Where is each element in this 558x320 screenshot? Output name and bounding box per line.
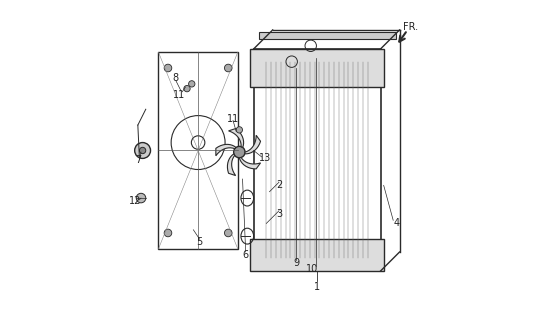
Text: 12: 12: [129, 196, 142, 206]
Text: 11: 11: [227, 114, 239, 124]
Circle shape: [189, 81, 195, 87]
Circle shape: [236, 127, 243, 133]
Text: 9: 9: [294, 258, 300, 268]
Circle shape: [136, 193, 146, 203]
Polygon shape: [228, 154, 235, 176]
Text: 6: 6: [243, 250, 249, 260]
Text: 7: 7: [134, 155, 141, 165]
Text: 3: 3: [276, 209, 282, 219]
Polygon shape: [229, 129, 244, 148]
Circle shape: [224, 229, 232, 237]
Bar: [251, 49, 384, 87]
Text: 2: 2: [276, 180, 282, 190]
Bar: [259, 32, 396, 39]
Text: 11: 11: [173, 90, 185, 100]
Circle shape: [184, 85, 190, 92]
Text: 5: 5: [196, 237, 203, 247]
Circle shape: [224, 64, 232, 72]
Polygon shape: [245, 135, 261, 154]
Text: 4: 4: [393, 219, 400, 228]
Bar: [254, 49, 381, 271]
Text: 8: 8: [173, 73, 179, 83]
Polygon shape: [216, 144, 236, 156]
Circle shape: [164, 229, 172, 237]
Bar: [251, 239, 384, 271]
Circle shape: [234, 146, 245, 158]
Circle shape: [140, 147, 146, 154]
Circle shape: [134, 142, 151, 158]
Circle shape: [164, 64, 172, 72]
Text: 13: 13: [258, 153, 271, 164]
Polygon shape: [239, 157, 261, 169]
Text: FR.: FR.: [403, 22, 418, 32]
Bar: [158, 52, 238, 249]
Text: 10: 10: [306, 264, 319, 275]
Text: 1: 1: [314, 282, 320, 292]
